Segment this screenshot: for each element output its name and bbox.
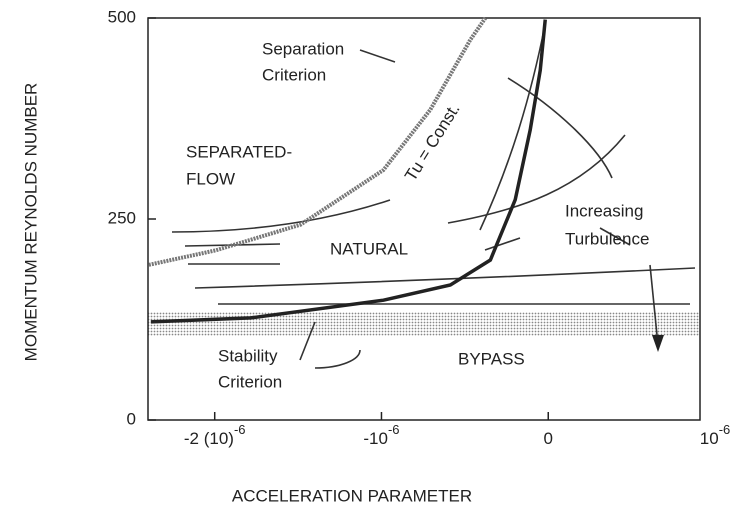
x-tick-exponent: -6	[388, 422, 400, 437]
curve	[150, 19, 547, 324]
annotation: SEPARATED-	[186, 142, 292, 161]
annotation: Stability	[218, 346, 278, 365]
y-tick-label: 0	[127, 409, 136, 428]
x-tick-text: 0	[544, 429, 553, 448]
x-tick-text: 10	[700, 429, 719, 448]
annotation: NATURAL	[330, 239, 408, 258]
annotation: Criterion	[218, 372, 282, 391]
annotation: Tu = Const.	[401, 100, 464, 184]
curve	[148, 16, 488, 267]
guide-lines	[171, 24, 696, 369]
x-tick-label: 0	[544, 429, 553, 448]
annotation: BYPASS	[458, 349, 525, 368]
x-tick-text: -10	[363, 429, 388, 448]
annotation: Separation	[262, 39, 344, 58]
x-tick-exponent: -6	[719, 422, 731, 437]
annotation: Criterion	[262, 65, 326, 84]
arrow-head	[652, 335, 664, 352]
bypass-band	[148, 312, 700, 336]
y-axis-title: MOMENTUM REYNOLDS NUMBER	[21, 83, 40, 362]
x-axis-title: ACCELERATION PARAMETER	[232, 486, 472, 505]
annotation: Turbulence	[565, 229, 649, 248]
y-tick-label: 500	[108, 7, 136, 26]
x-tick-label: -10-6	[363, 422, 399, 448]
annotation: FLOW	[186, 169, 235, 188]
x-tick-text: -2 (10)	[184, 429, 234, 448]
y-tick-label: 250	[108, 208, 136, 227]
x-tick-label: 10-6	[700, 422, 730, 448]
x-tick-label: -2 (10)-6	[184, 422, 246, 448]
x-tick-exponent: -6	[234, 422, 246, 437]
annotation: Increasing	[565, 201, 643, 220]
